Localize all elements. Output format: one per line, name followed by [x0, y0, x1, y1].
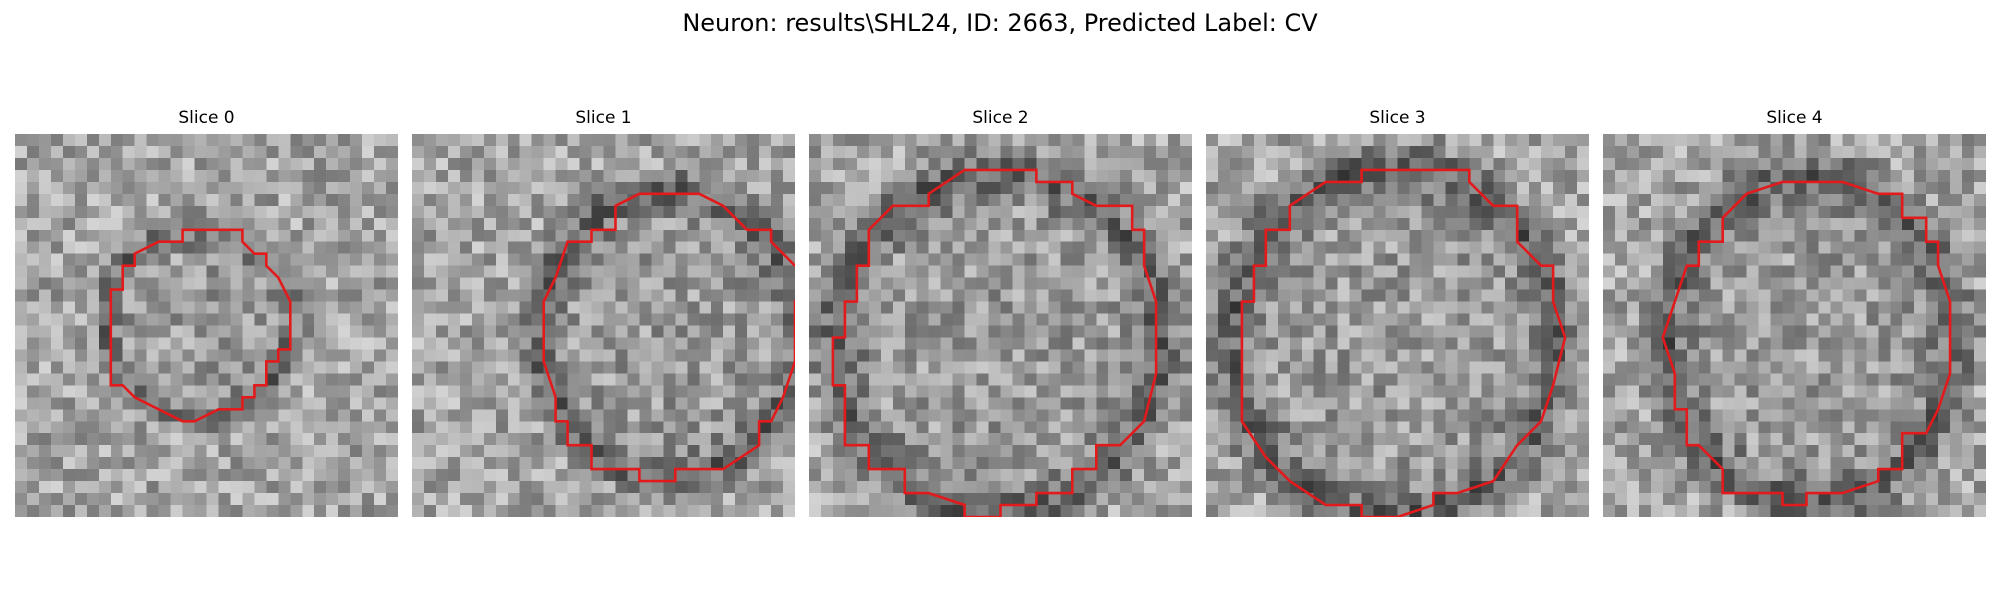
slice-panel-0: Slice 0: [15, 107, 398, 517]
slice-title: Slice 0: [178, 108, 235, 128]
slice-image: [15, 134, 398, 517]
slice-title: Slice 1: [575, 108, 632, 128]
segmentation-contour: [831, 168, 1158, 517]
slice-svg: [1603, 134, 1986, 517]
slice-image: [412, 134, 795, 517]
slice-pixels: [15, 134, 398, 517]
slice-image: [809, 134, 1192, 517]
slice-svg: [1206, 134, 1589, 517]
slice-pixels: [809, 134, 1192, 517]
slice-title: Slice 3: [1369, 108, 1426, 128]
segmentation-contour: [1661, 180, 1952, 507]
slice-panel-4: Slice 4: [1603, 107, 1986, 517]
slice-title: Slice 2: [972, 108, 1029, 128]
slice-pixels: [1206, 134, 1589, 517]
slice-title: Slice 4: [1766, 108, 1823, 128]
slice-image: [1603, 134, 1986, 517]
slice-pixels: [412, 134, 795, 517]
slice-panel-3: Slice 3: [1206, 107, 1589, 517]
slice-svg: [15, 134, 398, 517]
segmentation-contour: [542, 192, 795, 483]
slice-svg: [412, 134, 795, 517]
slice-pixels: [1603, 134, 1986, 517]
segmentation-contour: [1240, 168, 1567, 517]
slice-image: [1206, 134, 1589, 517]
segmentation-contour: [109, 228, 292, 423]
slice-panel-1: Slice 1: [412, 107, 795, 517]
figure-title: Neuron: results\SHL24, ID: 2663, Predict…: [682, 9, 1318, 37]
slice-panel-2: Slice 2: [809, 107, 1192, 517]
slice-svg: [809, 134, 1192, 517]
